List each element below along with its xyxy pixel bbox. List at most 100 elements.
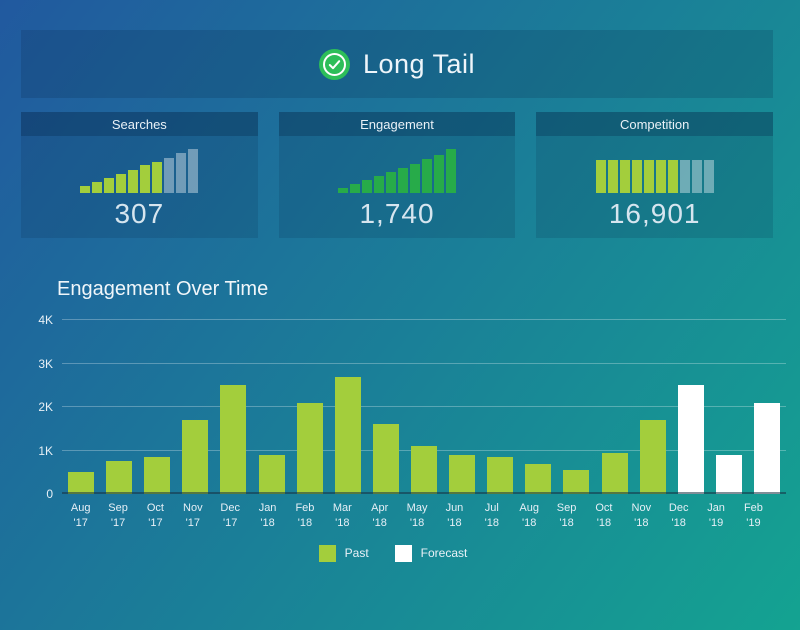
bar-column-jul-18 — [481, 457, 519, 494]
x-axis-label-dec-18: Dec '18 — [668, 502, 689, 529]
forecast-bar-jan-19[interactable] — [715, 454, 742, 494]
competition-mini-chart — [536, 147, 773, 193]
y-axis-label-1k: 1K — [38, 443, 53, 458]
bar-column-feb-18 — [291, 402, 329, 494]
past-bar-aug-17[interactable] — [68, 472, 95, 494]
x-axis-label-oct-17: Oct '17 — [146, 502, 164, 529]
x-axis-label-jul-18: Jul '18 — [484, 502, 499, 529]
x-axis-label-apr-18: Apr '18 — [371, 502, 389, 529]
competition-mini-bar — [643, 160, 654, 193]
x-axis-label-feb-18: Feb '18 — [295, 502, 315, 529]
competition-mini-bar — [679, 160, 690, 193]
chart-plot-area: 0 1K 2K 3K 4K — [38, 314, 786, 500]
searches-mini-bar — [80, 186, 91, 193]
past-bar-oct-18[interactable] — [601, 452, 628, 494]
searches-mini-bar — [128, 170, 139, 193]
legend-item-forecast[interactable]: Forecast — [394, 544, 467, 562]
bar-column-oct-17 — [138, 457, 176, 494]
card-searches-title: Searches — [111, 116, 167, 132]
forecast-bar-feb-19[interactable] — [754, 402, 781, 494]
card-engagement[interactable]: Engagement 1,740 — [278, 112, 516, 238]
competition-mini-bar — [655, 160, 666, 193]
engagement-mini-bar — [374, 176, 384, 193]
engagement-mini-bar — [362, 180, 372, 193]
chart-title: Engagement Over Time — [57, 278, 269, 300]
bar-column-apr-18 — [367, 424, 405, 494]
header-panel: Long Tail — [21, 30, 773, 98]
past-bar-nov-18[interactable] — [639, 420, 666, 494]
card-engagement-header: Engagement — [278, 112, 516, 136]
past-bar-mar-18[interactable] — [334, 376, 361, 494]
bar-column-feb-19 — [748, 402, 786, 494]
x-axis-label-jun-18: Jun '18 — [445, 502, 464, 529]
past-bar-jun-18[interactable] — [449, 454, 476, 494]
card-searches[interactable]: Searches 307 — [21, 112, 258, 238]
x-axis-label-jan-18: Jan '18 — [258, 502, 277, 529]
y-axis-label-4k: 4K — [38, 313, 53, 327]
legend-label-past: Past — [344, 546, 369, 561]
engagement-mini-bar — [398, 168, 408, 193]
x-axis-label-may-18: May '18 — [406, 502, 428, 529]
card-competition-title: Competition — [619, 116, 690, 132]
searches-mini-bar — [164, 158, 175, 193]
competition-mini-bar — [595, 160, 606, 193]
bar-column-sep-17 — [100, 461, 138, 494]
long-tail-dashboard: Long Tail Searches 307 Engagement 1,740 … — [0, 30, 800, 562]
past-bar-nov-17[interactable] — [182, 420, 209, 494]
bar-column-mar-18 — [329, 376, 367, 494]
chart-bars — [62, 320, 786, 494]
gridline-0 — [62, 492, 786, 494]
past-bar-may-18[interactable] — [411, 446, 438, 494]
bar-column-nov-18 — [634, 420, 672, 494]
past-bar-jul-18[interactable] — [487, 457, 514, 494]
x-axis-label-nov-18: Nov '18 — [631, 502, 652, 529]
y-axis-label-0: 0 — [46, 487, 53, 501]
searches-mini-bar — [176, 153, 187, 193]
past-bar-sep-17[interactable] — [106, 461, 133, 494]
card-searches-header: Searches — [21, 112, 258, 136]
engagement-value: 1,740 — [359, 198, 435, 229]
searches-mini-bar — [152, 162, 163, 193]
legend-item-past[interactable]: Past — [318, 544, 369, 562]
card-competition-header: Competition — [536, 112, 774, 136]
card-engagement-title: Engagement — [360, 116, 434, 132]
competition-mini-bar — [667, 160, 678, 193]
past-bar-dec-17[interactable] — [220, 385, 247, 494]
past-swatch-icon — [318, 544, 336, 562]
past-bar-apr-18[interactable] — [372, 424, 399, 494]
competition-mini-bar — [691, 160, 702, 193]
engagement-mini-chart — [279, 147, 516, 193]
bar-column-jan-18 — [253, 454, 291, 494]
card-competition[interactable]: Competition 16,901 — [536, 112, 774, 238]
searches-value: 307 — [114, 198, 165, 229]
competition-mini-bar — [607, 160, 618, 193]
gridline-3k — [62, 362, 786, 364]
searches-mini-bar — [188, 149, 199, 193]
x-axis-label-nov-17: Nov '17 — [183, 502, 203, 529]
searches-mini-bar — [92, 182, 103, 193]
gridline-2k — [62, 406, 786, 407]
forecast-bar-dec-18[interactable] — [677, 385, 704, 494]
chart-legend: Past Forecast — [0, 544, 786, 562]
engagement-mini-bar — [410, 164, 420, 193]
check-circle-icon — [318, 48, 350, 80]
past-bar-aug-18[interactable] — [525, 463, 552, 494]
bar-column-aug-18 — [519, 463, 557, 494]
x-axis-label-jan-19: Jan '19 — [707, 502, 725, 529]
y-axis-label-2k: 2K — [38, 400, 53, 414]
competition-mini-bar — [703, 160, 714, 193]
past-bar-feb-18[interactable] — [296, 402, 323, 494]
x-axis-label-sep-17: Sep '17 — [108, 502, 128, 529]
past-bar-oct-17[interactable] — [144, 457, 171, 494]
bar-column-aug-17 — [62, 472, 100, 494]
x-axis-label-dec-17: Dec '17 — [220, 502, 240, 529]
x-axis-labels: Aug '17 Sep '17 Oct '17 Nov '17 Dec '17 Jan '18 Feb '… — [62, 501, 772, 531]
forecast-swatch-icon — [394, 544, 412, 562]
stat-cards-row: Searches 307 Engagement 1,740 Competitio… — [21, 112, 774, 238]
searches-mini-bar — [116, 174, 127, 193]
past-bar-jan-18[interactable] — [258, 454, 285, 494]
engagement-mini-bar — [386, 172, 396, 193]
searches-mini-bar — [104, 178, 115, 193]
past-bar-sep-18[interactable] — [563, 470, 590, 494]
x-axis-label-feb-19: Feb '19 — [743, 502, 763, 529]
